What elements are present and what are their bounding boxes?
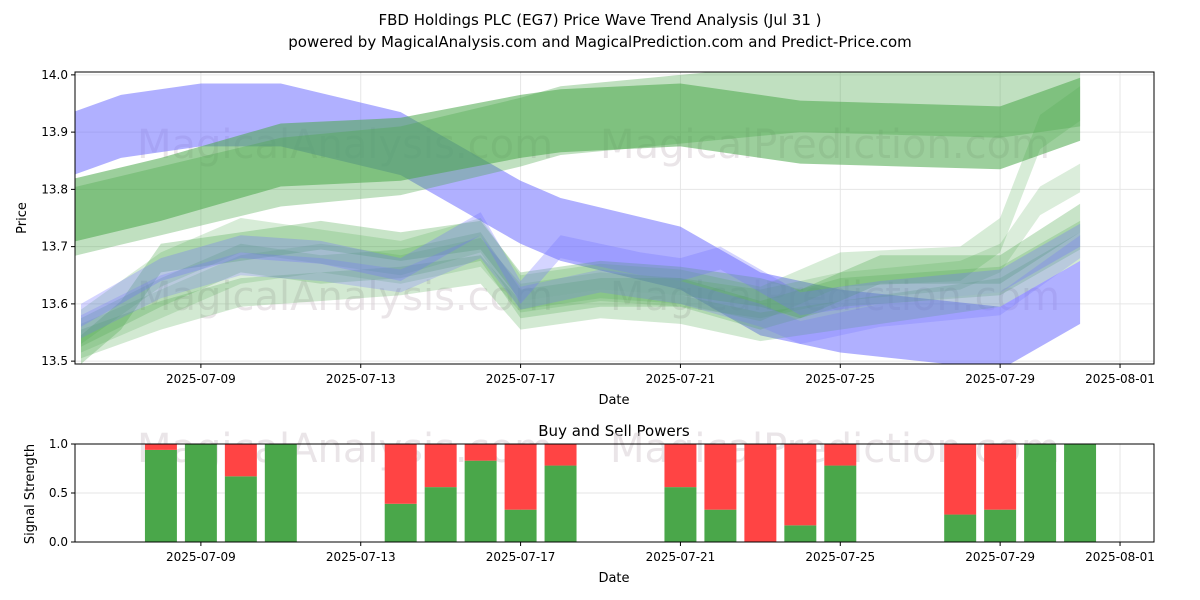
price-x-tick-label: 2025-07-21 xyxy=(646,372,716,386)
signal-panel-title: Buy and Sell Powers xyxy=(538,422,690,440)
signal-y-tick-label: 0.5 xyxy=(49,486,68,500)
price-x-tick-label: 2025-08-01 xyxy=(1085,372,1155,386)
buy-bar xyxy=(264,444,297,542)
signal-x-axis: 2025-07-09 2025-07-13 2025-07-17 2025-07-21… xyxy=(166,542,1155,564)
signal-x-tick-label: 2025-07-29 xyxy=(965,550,1035,564)
buy-bar xyxy=(224,476,257,542)
price-y-tick-label: 13.5 xyxy=(41,354,68,368)
sell-bar xyxy=(664,444,697,488)
buy-bar xyxy=(184,444,217,542)
sell-bar xyxy=(704,444,737,510)
price-x-tick-label: 2025-07-13 xyxy=(326,372,396,386)
buy-bar xyxy=(504,509,537,542)
chart-title-line2: powered by MagicalAnalysis.com and Magic… xyxy=(288,33,912,51)
signal-panel: Buy and Sell Powers MagicalAnalysis.com … xyxy=(23,422,1155,586)
chart-title-line1: FBD Holdings PLC (EG7) Price Wave Trend … xyxy=(378,11,821,29)
wave-band-6 xyxy=(81,232,1081,359)
sell-bar xyxy=(224,444,257,477)
price-x-tick-label: 2025-07-17 xyxy=(486,372,556,386)
price-y-tick-label: 13.8 xyxy=(41,182,68,196)
sell-bar xyxy=(144,444,177,450)
price-y-tick-label: 13.9 xyxy=(41,125,68,139)
wave-band-3 xyxy=(75,72,1081,256)
signal-x-tick-label: 2025-07-17 xyxy=(486,550,556,564)
sell-bar xyxy=(984,444,1017,510)
price-y-tick-label: 13.7 xyxy=(41,240,68,254)
price-x-axis: 2025-07-09 2025-07-13 2025-07-17 2025-07-21… xyxy=(166,364,1155,386)
wave-band-10 xyxy=(81,235,1081,344)
buy-bar xyxy=(1024,444,1057,542)
buy-bar xyxy=(144,449,177,542)
buy-bar xyxy=(704,509,737,542)
sell-bar xyxy=(824,444,857,466)
signal-x-axis-label: Date xyxy=(598,571,629,586)
price-y-tick-label: 14.0 xyxy=(41,68,68,82)
wave-band-2 xyxy=(75,77,1081,242)
sell-bar xyxy=(464,444,497,461)
price-panel: MagicalAnalysis.com MagicalPrediction.co… xyxy=(15,68,1155,408)
buy-bar xyxy=(424,487,457,542)
signal-y-axis: 0.0 0.5 1.0 xyxy=(49,437,75,549)
price-wave-bands xyxy=(75,72,1081,364)
buy-bar xyxy=(544,465,577,542)
wave-band-4 xyxy=(81,203,1081,364)
buy-bar xyxy=(384,503,417,542)
signal-bars xyxy=(144,444,1097,542)
sell-bar xyxy=(384,444,417,504)
price-y-axis-label: Price xyxy=(15,202,30,234)
price-x-tick-label: 2025-07-09 xyxy=(166,372,236,386)
sell-bar xyxy=(784,444,817,526)
sell-bar xyxy=(544,444,577,466)
sell-bar xyxy=(944,444,977,515)
price-plot-frame xyxy=(74,71,1155,365)
signal-x-tick-label: 2025-08-01 xyxy=(1085,550,1155,564)
signal-x-tick-label: 2025-07-25 xyxy=(805,550,875,564)
buy-bar xyxy=(784,525,817,542)
buy-bar xyxy=(824,465,857,542)
wave-band-5 xyxy=(81,220,1081,347)
wave-band-9 xyxy=(81,212,1081,327)
watermark-analysis-mid: MagicalAnalysis.com xyxy=(137,274,553,320)
sell-bar xyxy=(424,444,457,488)
price-y-tick-label: 13.6 xyxy=(41,297,68,311)
sell-bar xyxy=(744,444,777,542)
wave-band-7 xyxy=(81,86,1081,345)
price-x-axis-label: Date xyxy=(598,393,629,408)
buy-bar xyxy=(464,460,497,542)
signal-y-axis-label: Signal Strength xyxy=(23,444,38,544)
buy-bar xyxy=(664,487,697,542)
signal-x-tick-label: 2025-07-13 xyxy=(326,550,396,564)
price-x-tick-label: 2025-07-29 xyxy=(965,372,1035,386)
signal-y-tick-label: 0.0 xyxy=(49,535,68,549)
sell-bar xyxy=(504,444,537,510)
buy-bar xyxy=(944,514,977,542)
signal-y-tick-label: 1.0 xyxy=(49,437,68,451)
price-y-axis: 13.5 13.6 13.7 13.8 13.9 14.0 xyxy=(41,68,75,368)
price-x-tick-label: 2025-07-25 xyxy=(805,372,875,386)
wave-band-8 xyxy=(81,163,1081,353)
buy-bar xyxy=(1064,444,1097,542)
signal-x-tick-label: 2025-07-09 xyxy=(166,550,236,564)
buy-bar xyxy=(984,509,1017,542)
signal-x-tick-label: 2025-07-21 xyxy=(646,550,716,564)
